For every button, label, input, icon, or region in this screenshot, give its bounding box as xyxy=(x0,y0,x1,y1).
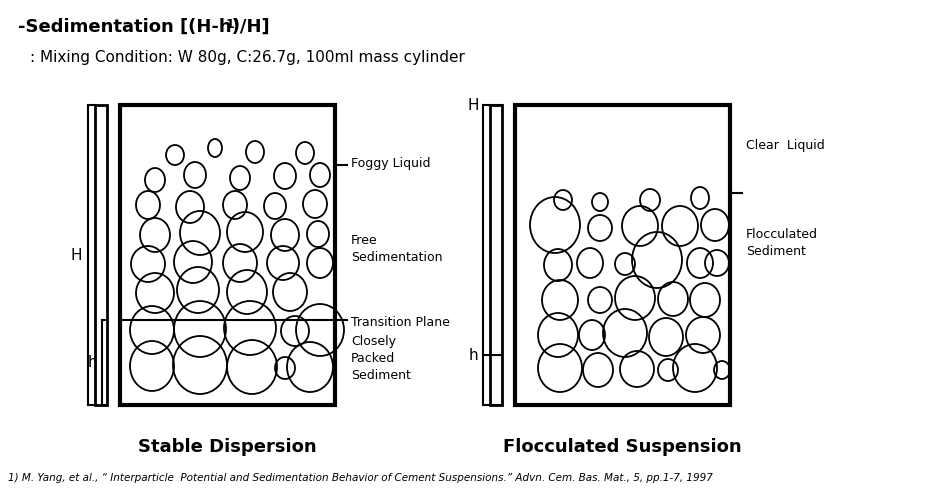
Text: H: H xyxy=(468,98,479,112)
Bar xyxy=(490,105,502,405)
Text: Closely
Packed
Sediment: Closely Packed Sediment xyxy=(351,335,411,382)
Text: Clear  Liquid: Clear Liquid xyxy=(746,139,824,151)
Text: 1): 1) xyxy=(226,18,241,31)
Text: H: H xyxy=(71,248,82,262)
Text: -Sedimentation [(H-h)/H]: -Sedimentation [(H-h)/H] xyxy=(18,18,270,36)
Bar xyxy=(95,105,107,405)
Bar xyxy=(120,105,335,405)
Bar xyxy=(515,105,730,405)
Text: Transition Plane: Transition Plane xyxy=(351,315,450,329)
Text: Stable Dispersion: Stable Dispersion xyxy=(138,438,317,456)
Text: Foggy Liquid: Foggy Liquid xyxy=(351,156,430,169)
Text: : Mixing Condition: W 80g, C:26.7g, 100ml mass cylinder: : Mixing Condition: W 80g, C:26.7g, 100m… xyxy=(30,50,465,65)
Text: Flocculated Suspension: Flocculated Suspension xyxy=(503,438,742,456)
Text: 1) M. Yang, et al., “ Interparticle  Potential and Sedimentation Behavior of Cem: 1) M. Yang, et al., “ Interparticle Pote… xyxy=(8,473,713,483)
Text: Flocculated
Sediment: Flocculated Sediment xyxy=(746,228,818,258)
Text: Free
Sedimentation: Free Sedimentation xyxy=(351,234,442,264)
Text: h: h xyxy=(88,355,97,370)
Text: h: h xyxy=(469,347,478,362)
